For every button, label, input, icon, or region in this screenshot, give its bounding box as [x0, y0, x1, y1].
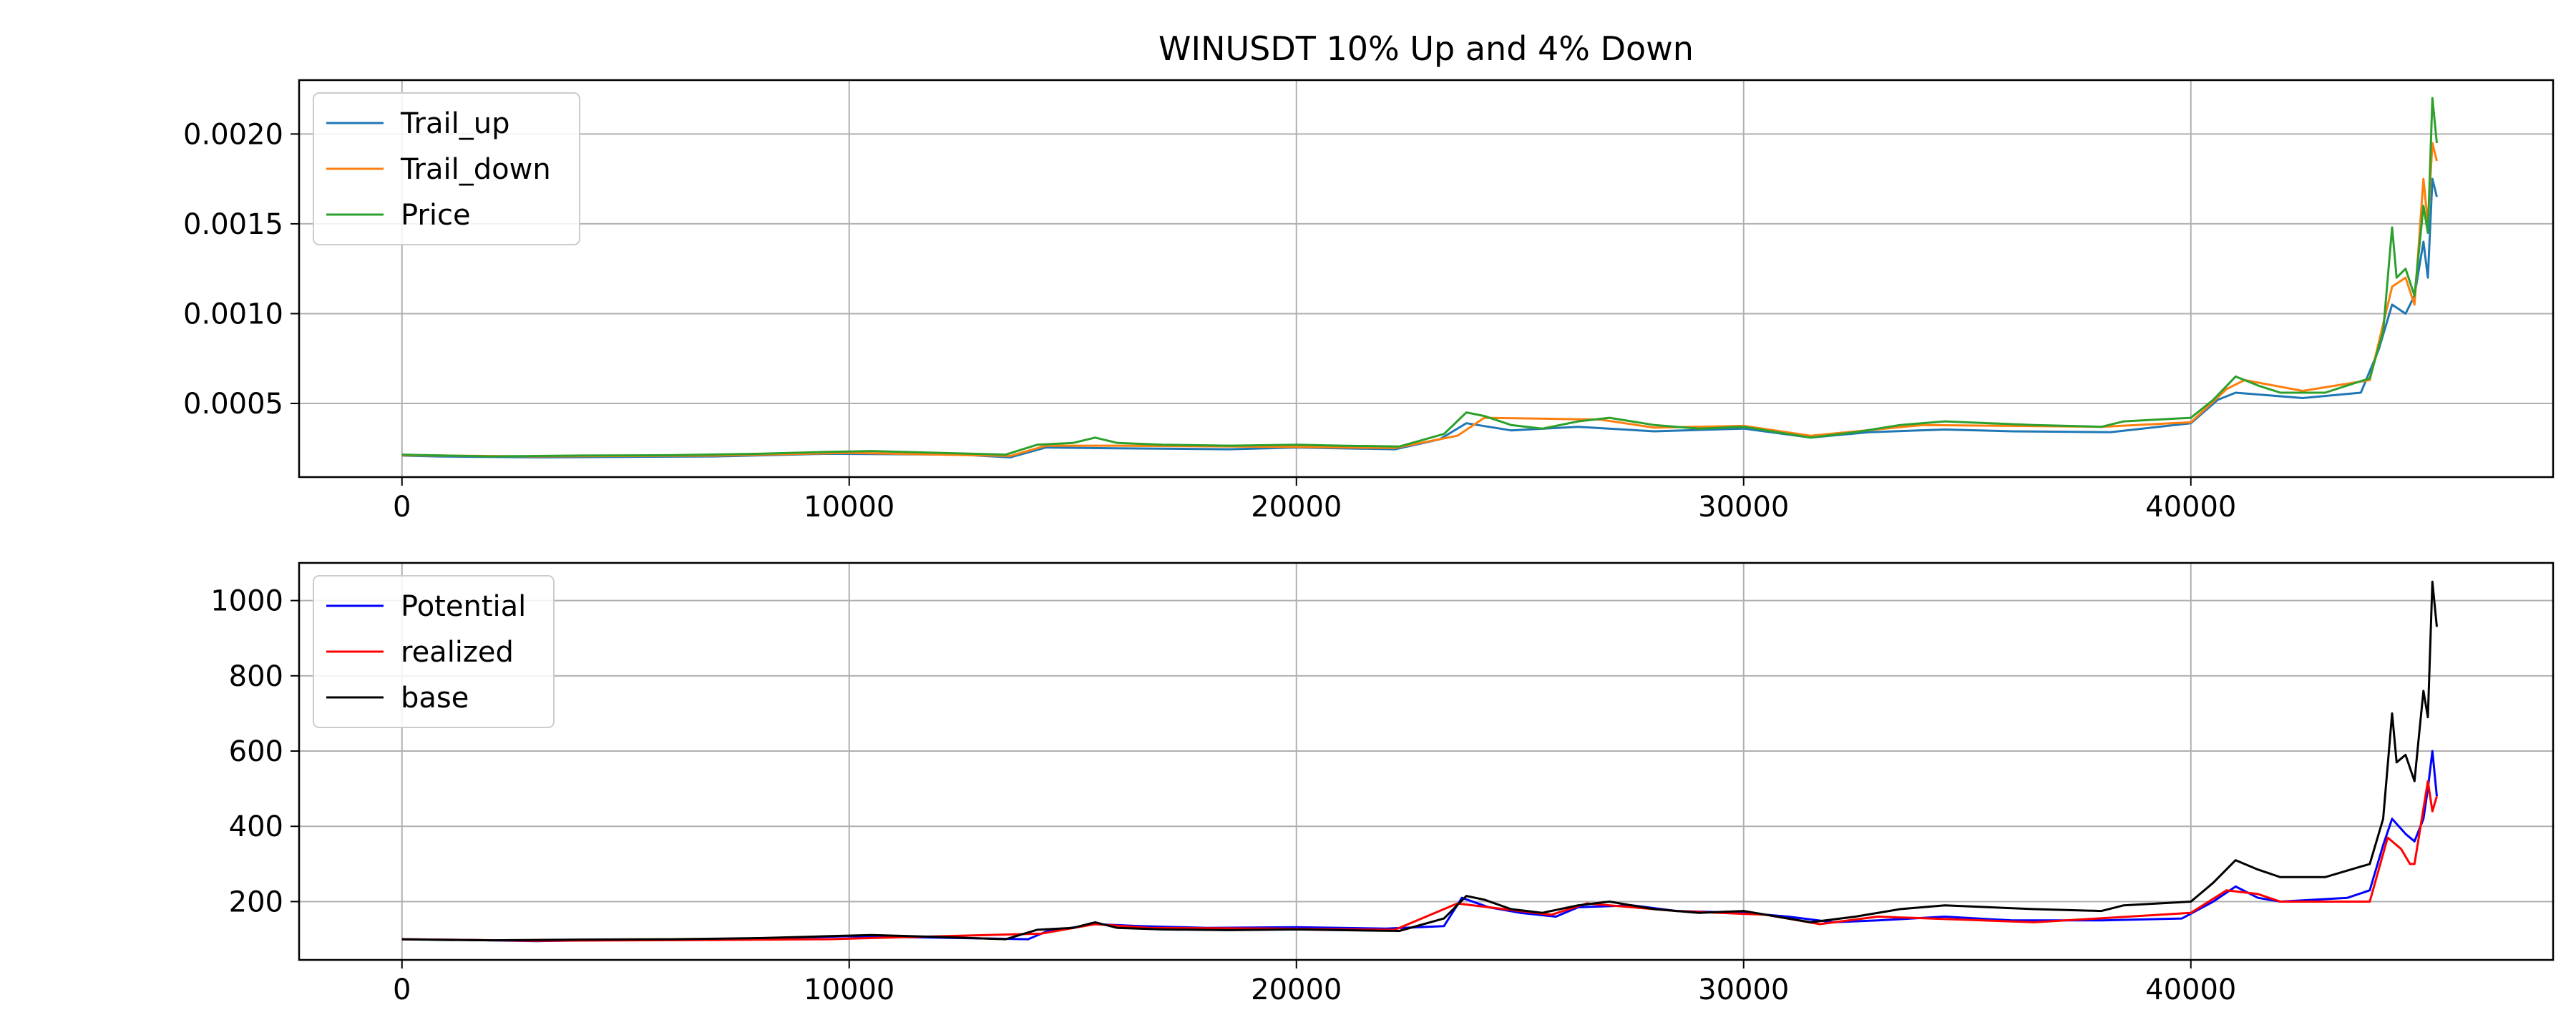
x-tick-label: 30000	[1698, 491, 1789, 524]
price-y-axis: 0.0005 0.0010 0.0015 0.0020	[183, 118, 299, 421]
legend-box	[313, 92, 580, 245]
y-tick-label: 800	[229, 660, 283, 693]
x-tick-label: 0	[393, 491, 411, 524]
y-tick-label: 1000	[210, 585, 283, 618]
legend-label-realized: realized	[401, 636, 514, 669]
y-tick-label: 0.0020	[183, 118, 283, 151]
pnl-x-axis: 0 10000 20000 30000 40000	[393, 960, 2236, 1006]
legend-label-potential: Potential	[401, 590, 526, 623]
legend-label-trail-down: Trail_down	[400, 153, 551, 186]
legend-label-price: Price	[401, 199, 471, 232]
y-tick-label: 0.0015	[183, 208, 283, 241]
pnl-lines	[401, 580, 2438, 943]
x-tick-label: 20000	[1251, 491, 1342, 524]
x-tick-label: 30000	[1698, 973, 1789, 1006]
legend-label-trail-up: Trail_up	[400, 107, 509, 140]
legend-box	[313, 575, 555, 728]
x-tick-label: 0	[393, 973, 411, 1006]
price-axes-frame	[298, 79, 2555, 479]
y-tick-label: 0.0005	[183, 388, 283, 421]
series-line-trail-down	[401, 142, 2438, 458]
pnl-y-axis: 200 400 600 800 1000	[210, 585, 299, 918]
x-tick-label: 20000	[1251, 973, 1342, 1006]
price-x-axis: 0 10000 20000 30000 40000	[393, 477, 2236, 524]
x-tick-label: 40000	[2145, 973, 2236, 1006]
x-tick-label: 40000	[2145, 491, 2236, 524]
price-lines	[401, 97, 2438, 458]
price-grid	[299, 80, 2553, 477]
pnl-panel: 0 10000 20000 30000 40000 200 400 600 800 1000 P…	[210, 561, 2555, 1006]
price-panel: 0 10000 20000 30000 40000 0.0005 0.0010 0.0015…	[183, 79, 2555, 524]
legend-label-base: base	[401, 682, 469, 715]
chart-title: WINUSDT 10% Up and 4% Down	[1158, 29, 1694, 68]
y-tick-label: 600	[229, 735, 283, 768]
y-tick-label: 400	[229, 810, 283, 843]
series-line-base	[401, 580, 2438, 942]
series-line-price	[401, 97, 2438, 458]
x-tick-label: 10000	[804, 491, 894, 524]
price-legend: Trail_up Trail_down Price	[313, 92, 580, 245]
pnl-legend: Potential realized base	[313, 575, 555, 728]
y-tick-label: 0.0010	[183, 298, 283, 330]
x-tick-label: 10000	[804, 973, 894, 1006]
y-tick-label: 200	[229, 886, 283, 918]
pnl-axes-frame	[298, 561, 2555, 961]
